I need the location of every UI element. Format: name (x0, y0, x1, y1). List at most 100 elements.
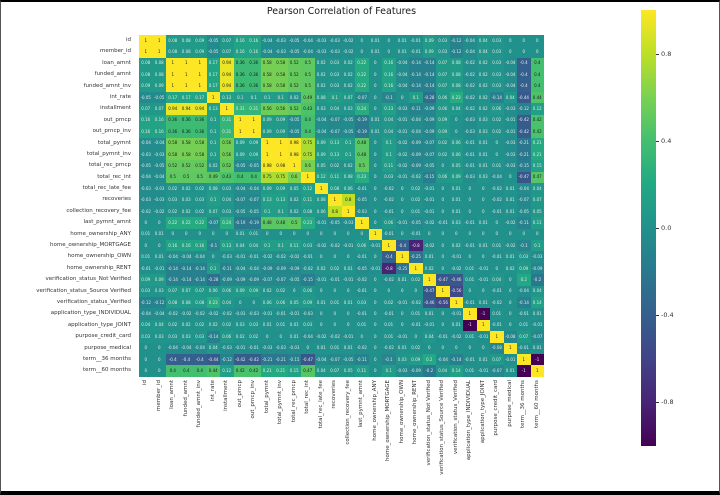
heatmap-cell: 0.04 (449, 103, 463, 115)
heatmap-cell: 0.44 (530, 91, 544, 104)
heatmap-cell: -0.01 (503, 114, 517, 127)
heatmap-cell: -0.03 (395, 365, 409, 377)
heatmap-cell: 0.08 (193, 296, 207, 309)
heatmap-cell: 0 (314, 308, 328, 320)
heatmap-cell: 0.07 (490, 353, 504, 366)
heatmap-cell: 0.01 (490, 240, 504, 252)
heatmap-cell: -0.04 (233, 183, 247, 195)
heatmap-cell: -0.07 (422, 137, 436, 149)
heatmap-cell: 1 (530, 365, 544, 377)
heatmap-cell: 0 (503, 274, 517, 286)
heatmap-cell: 0.01 (490, 308, 504, 320)
x-tick-label: application_type_INDIVIDUAL (466, 380, 472, 461)
heatmap-cell: 0 (314, 251, 328, 263)
heatmap-cell: 0 (152, 353, 166, 366)
heatmap-cell: -0.01 (233, 251, 247, 263)
heatmap-cell: -0.02 (355, 274, 369, 286)
heatmap-cell: 0.4 (530, 57, 544, 70)
heatmap-cell: -0.04 (260, 46, 274, 58)
heatmap-cell: 0.36 (179, 114, 193, 127)
heatmap-cell: 0.5 (166, 171, 180, 184)
heatmap-cell: 0.36 (233, 57, 247, 70)
y-tick-label: term__60 months (82, 367, 131, 374)
heatmap-cell: -0.02 (166, 308, 180, 320)
heatmap-cell: 0.09 (436, 114, 450, 127)
heatmap-cell: -0.04 (395, 57, 409, 70)
heatmap-cell: -0.03 (274, 342, 288, 354)
heatmap-cell: -0.01 (395, 114, 409, 127)
heatmap-cell: 0.07 (193, 285, 207, 297)
heatmap-cell: -0.02 (395, 148, 409, 161)
heatmap-cell: 0.02 (409, 194, 423, 206)
heatmap-cell: 0.09 (422, 35, 436, 47)
heatmap-cell: 0.04 (422, 331, 436, 343)
heatmap-cell: 0.6 (287, 171, 301, 184)
heatmap-cell: 0.02 (274, 285, 288, 297)
chart-title: Pearson Correlation of Features (266, 6, 417, 17)
heatmap-cell: 0 (368, 80, 382, 92)
heatmap-cell: 0.03 (193, 194, 207, 206)
heatmap-cell: 0.03 (220, 205, 234, 218)
heatmap-cell: -0.07 (328, 126, 342, 138)
heatmap-cell: 0 (463, 205, 477, 218)
heatmap-cell: 0.04 (382, 126, 396, 138)
heatmap-cell: 0.06 (260, 296, 274, 309)
heatmap-cell: 0.43 (301, 103, 315, 115)
heatmap-cell: 0 (152, 342, 166, 354)
heatmap-cell: -0.02 (409, 171, 423, 184)
heatmap-cell: 0.4 (179, 365, 193, 377)
heatmap-cell: 0.22 (179, 217, 193, 229)
heatmap-cell: -0.12 (152, 296, 166, 309)
heatmap-cell: 0.08 (206, 183, 220, 195)
heatmap-cell: -0.02 (193, 308, 207, 320)
heatmap-cell: 0.1 (206, 126, 220, 138)
heatmap-cell: 0 (436, 262, 450, 275)
heatmap-cell: -0.02 (395, 137, 409, 149)
heatmap-cell: 0.1 (341, 148, 355, 161)
heatmap-cell: -0.02 (490, 296, 504, 309)
heatmap-cell: 0.1 (206, 194, 220, 206)
heatmap-cell: -0.03 (152, 183, 166, 195)
heatmap-cell: 0.01 (395, 342, 409, 354)
heatmap-cell: 0.01 (422, 251, 436, 263)
heatmap-cell: 0.09 (247, 148, 261, 161)
heatmap-cell: -0.47 (517, 171, 531, 184)
heatmap-cell: -0.01 (490, 251, 504, 263)
heatmap-cell: -0.03 (314, 35, 328, 47)
heatmap-cell: 0.06 (314, 205, 328, 218)
heatmap-cell: 0.23 (355, 171, 369, 184)
heatmap-cell: 0.05 (341, 365, 355, 377)
heatmap-cell: 0 (368, 319, 382, 332)
heatmap-cell: -0.04 (314, 126, 328, 138)
y-tick-label: out_prncp (103, 116, 131, 123)
heatmap-cell: -0.25 (395, 262, 409, 275)
heatmap-cell: 0.03 (166, 331, 180, 343)
heatmap-cell: -0.05 (206, 35, 220, 47)
heatmap-cell: 0 (328, 308, 342, 320)
heatmap-cell: 0.5 (193, 171, 207, 184)
heatmap-cell: -0.04 (139, 171, 153, 184)
heatmap-cell: 0.1 (530, 240, 544, 252)
heatmap-cell: 0.48 (355, 137, 369, 149)
heatmap-cell: 0.01 (449, 319, 463, 332)
heatmap-cell: 0 (247, 296, 261, 309)
heatmap-cell: 0.09 (274, 126, 288, 138)
heatmap-cell: 0.1 (274, 91, 288, 104)
heatmap-cell: -0.12 (220, 353, 234, 366)
heatmap-cell: -0.08 (503, 331, 517, 343)
heatmap-cell: 0 (476, 183, 490, 195)
heatmap-cell: 0.03 (490, 69, 504, 81)
heatmap-cell: -0.04 (395, 80, 409, 92)
heatmap-cell: -0.04 (301, 331, 315, 343)
heatmap-cell: 0.08 (166, 46, 180, 58)
heatmap-cell: 1 (503, 342, 517, 354)
heatmap-cell: -0.44 (206, 353, 220, 366)
heatmap-cell: 0.02 (436, 137, 450, 149)
heatmap-cell: 1 (166, 69, 180, 81)
heatmap-cell: -0.07 (328, 353, 342, 366)
heatmap-cell: 0.58 (193, 137, 207, 149)
heatmap-cell: 0.16 (179, 240, 193, 252)
heatmap-cell: -0.02 (490, 183, 504, 195)
heatmap-cell: -0.11 (355, 353, 369, 366)
